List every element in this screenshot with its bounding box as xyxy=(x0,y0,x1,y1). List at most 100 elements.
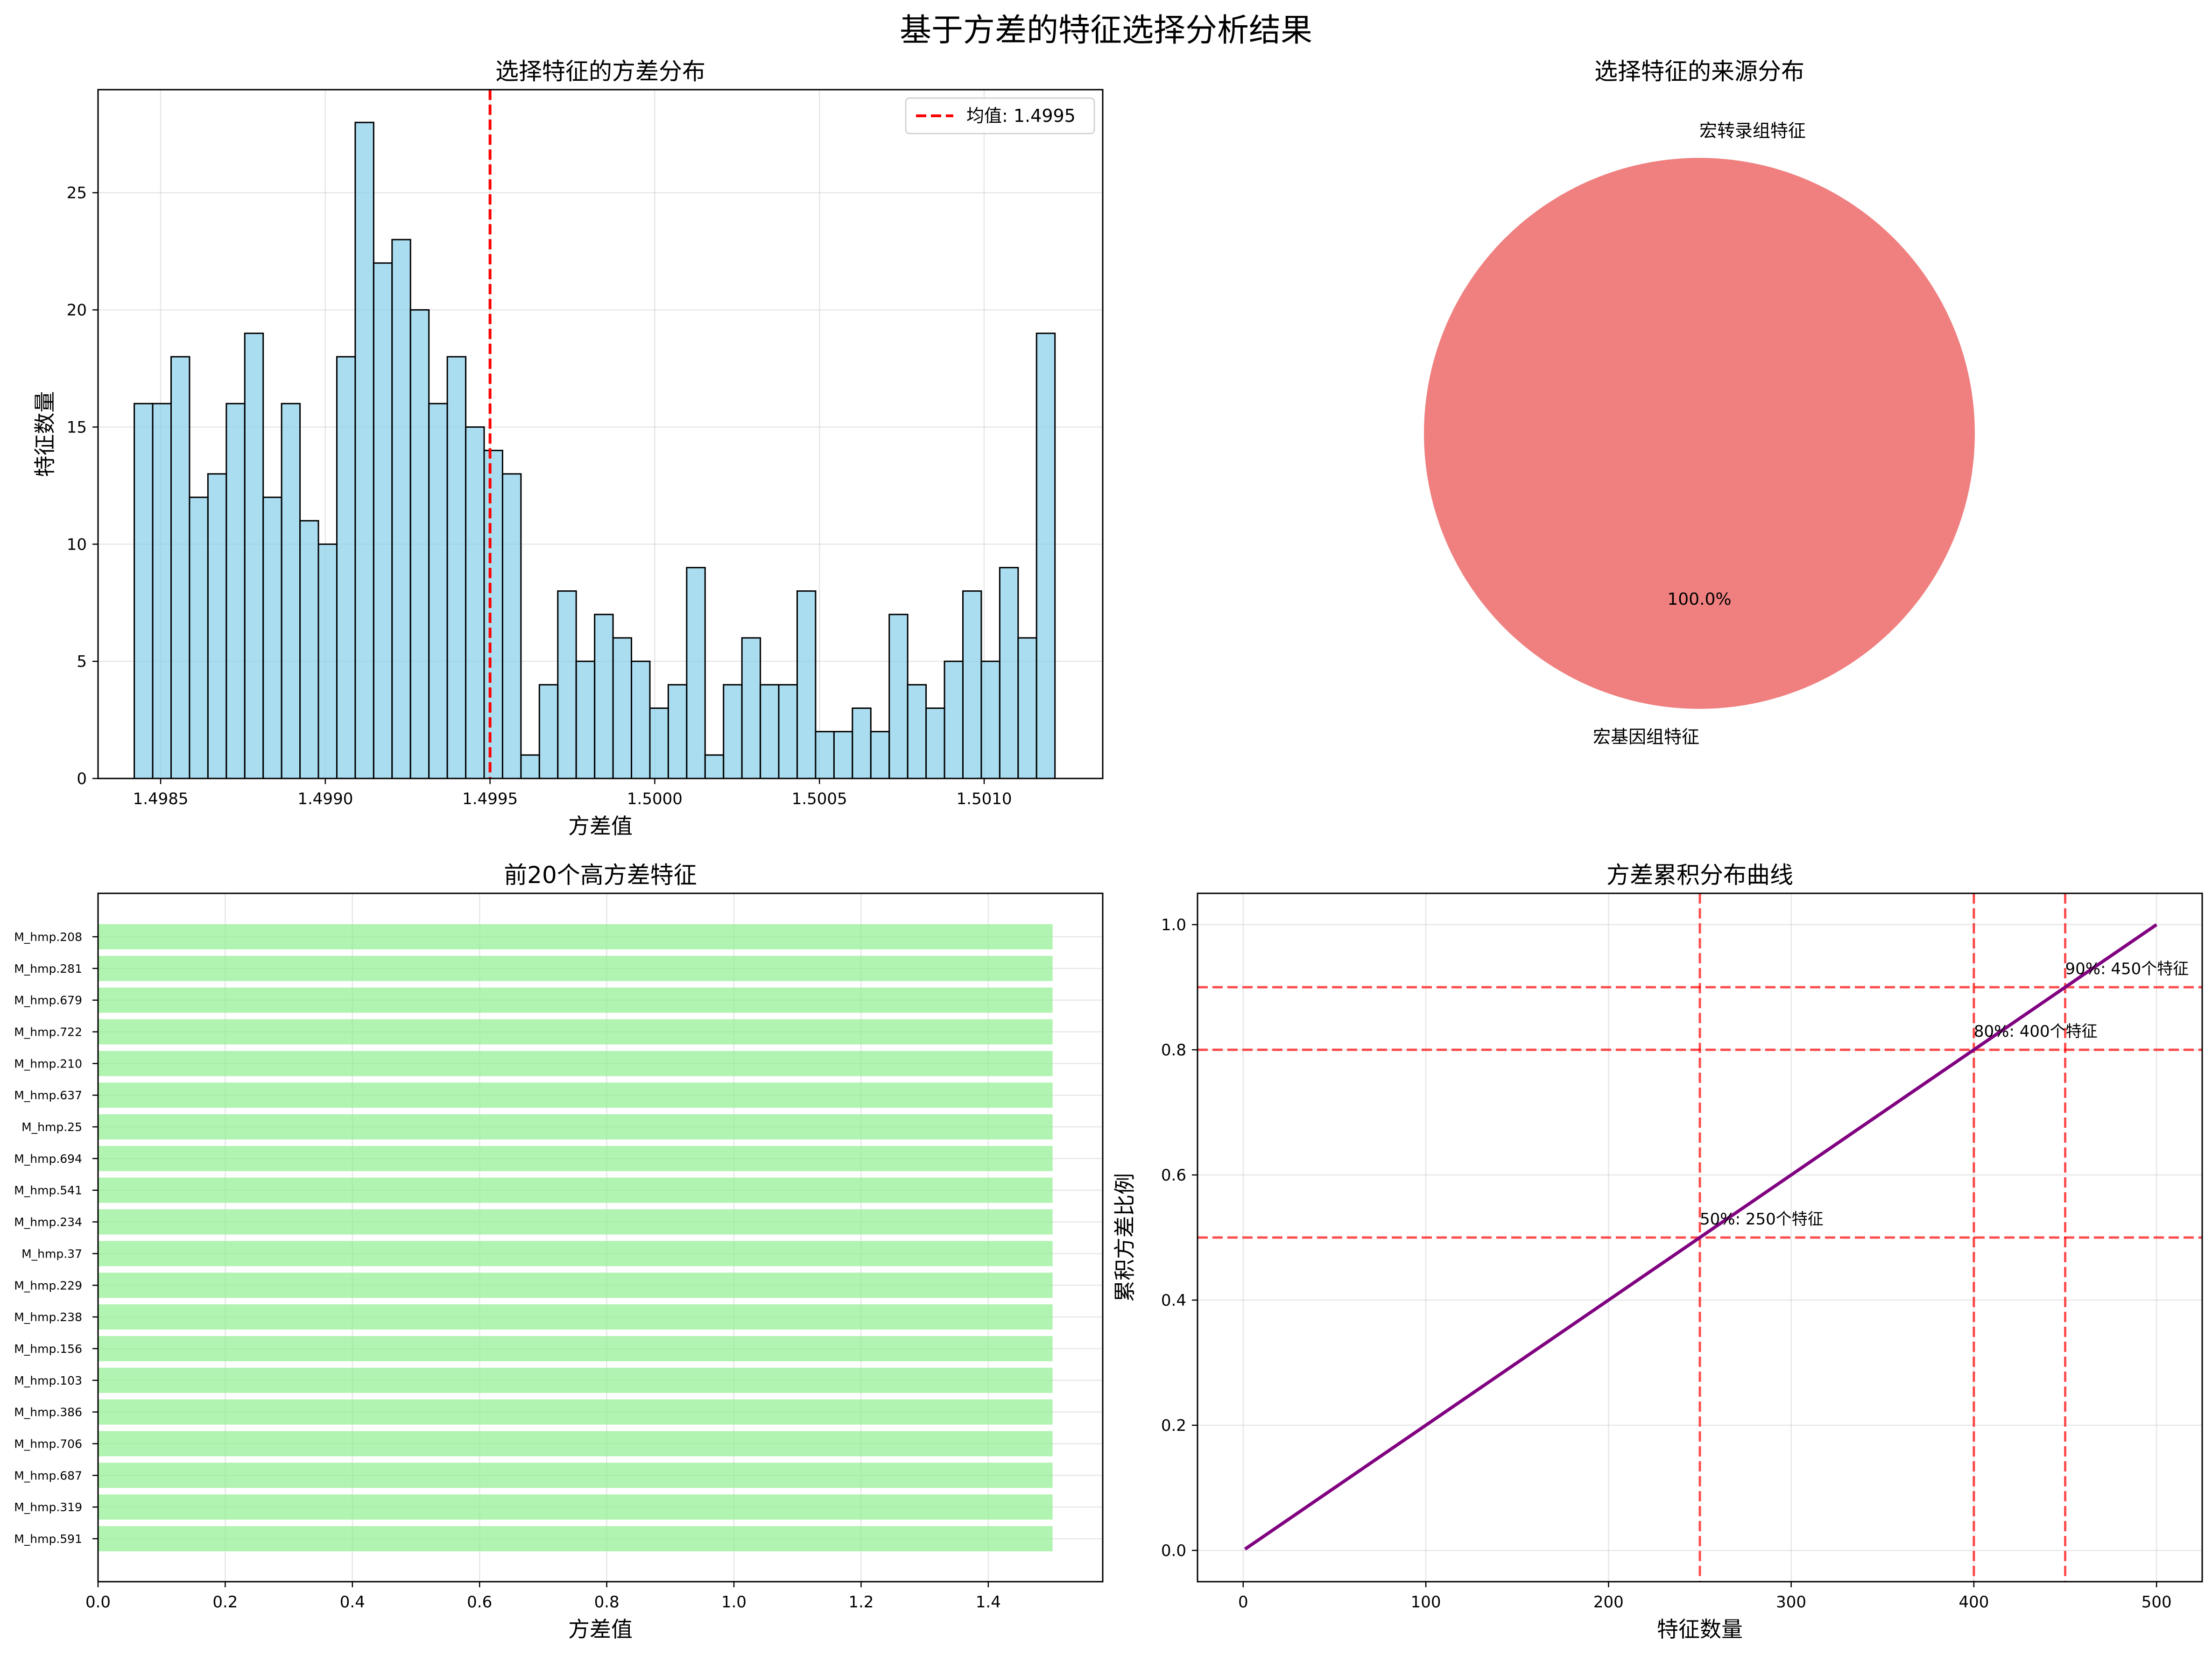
y-tick-label: 0 xyxy=(77,770,87,788)
axes-frame xyxy=(1197,892,2203,1583)
feature-bar xyxy=(98,1019,1053,1045)
feature-name-label: M_hmp.234 xyxy=(14,1216,82,1229)
legend-label: 均值: 1.4995 xyxy=(966,106,1076,126)
histogram-bar xyxy=(336,356,356,779)
histogram-bar xyxy=(594,614,614,779)
histogram-bar xyxy=(999,566,1019,779)
feature-bar xyxy=(98,1494,1053,1520)
histogram-panel: 1.4985 1.4990 1.4995 1.5000 1.5005 1.5010 0 5 10… xyxy=(32,58,1104,839)
subplot-title: 方差累积分布曲线 xyxy=(1606,862,1793,889)
threshold-annotation: 90%: 450个特征 xyxy=(2065,960,2189,978)
cumulative-line-panel: 50%: 250个特征 80%: 400个特征 90%: 450个特征 0 100 200… xyxy=(1112,862,2203,1642)
y-axis-label: 累积方差比例 xyxy=(1112,1173,1137,1302)
x-tick-label: 0 xyxy=(1238,1593,1248,1612)
histogram-bar xyxy=(428,403,448,779)
histogram-bar xyxy=(373,262,393,779)
histogram-bar xyxy=(501,473,522,779)
y-tick-label: 10 xyxy=(67,535,87,554)
histogram-bar xyxy=(870,731,890,779)
feature-name-label: M_hmp.319 xyxy=(14,1500,82,1514)
histogram-bar xyxy=(649,707,669,779)
feature-bar xyxy=(98,987,1053,1013)
feature-name-label: M_hmp.238 xyxy=(14,1310,82,1324)
feature-bar xyxy=(98,1209,1053,1235)
histogram-bar xyxy=(170,356,190,779)
feature-name-label: M_hmp.722 xyxy=(14,1026,82,1039)
histogram-bar xyxy=(465,426,485,779)
feature-bar xyxy=(98,1526,1053,1551)
feature-bar xyxy=(98,924,1053,949)
x-tick-label: 1.4985 xyxy=(133,790,189,808)
x-axis-label: 方差值 xyxy=(568,813,633,839)
pie-slice-label: 宏基因组特征 xyxy=(1593,727,1699,747)
x-tick-label: 0.0 xyxy=(85,1593,111,1612)
histogram-bar xyxy=(483,450,503,779)
feature-bar xyxy=(98,1336,1053,1361)
axes-frame xyxy=(97,89,1104,779)
x-tick-label: 0.6 xyxy=(467,1593,492,1612)
y-tick-label: 15 xyxy=(67,418,87,437)
feature-name-label: M_hmp.679 xyxy=(14,994,82,1007)
histogram-bar xyxy=(152,403,172,779)
histogram-bar xyxy=(317,543,338,779)
y-tick-label: 0.0 xyxy=(1161,1542,1186,1560)
x-tick-label: 1.5010 xyxy=(957,790,1012,808)
x-tick-label: 0.4 xyxy=(340,1593,365,1612)
axes-frame xyxy=(97,892,1104,1583)
feature-name-label: M_hmp.156 xyxy=(14,1342,82,1356)
x-tick-label: 0.2 xyxy=(212,1593,238,1612)
feature-name-label: M_hmp.386 xyxy=(14,1406,82,1419)
y-tick-label: 1.0 xyxy=(1161,916,1186,934)
subplot-title: 选择特征的来源分布 xyxy=(1594,58,1804,85)
x-tick-label: 1.4 xyxy=(976,1593,1001,1612)
y-tick-label: 0.6 xyxy=(1161,1166,1186,1185)
feature-name-label: M_hmp.687 xyxy=(14,1469,82,1482)
cumulative-line xyxy=(1244,923,2158,1551)
histogram-bar xyxy=(778,684,798,779)
feature-name-label: M_hmp.229 xyxy=(14,1279,82,1292)
y-axis-label: 特征数量 xyxy=(32,391,57,477)
histogram-bar xyxy=(962,590,982,779)
histogram-bar xyxy=(1036,332,1056,779)
pie-slice-label: 宏转录组特征 xyxy=(1699,120,1806,141)
histogram-bar xyxy=(925,707,945,779)
feature-name-label: M_hmp.103 xyxy=(14,1374,82,1387)
histogram-bar xyxy=(723,684,743,779)
histogram-bar xyxy=(612,637,633,779)
histogram-bar xyxy=(244,332,264,779)
feature-bar xyxy=(98,1399,1053,1425)
x-tick-label: 1.5005 xyxy=(792,790,847,808)
threshold-annotation: 50%: 250个特征 xyxy=(1700,1210,1824,1229)
feature-name-label: M_hmp.591 xyxy=(14,1532,82,1546)
feature-bar xyxy=(98,1273,1053,1298)
x-tick-label: 100 xyxy=(1411,1593,1441,1612)
legend-box xyxy=(905,97,1095,134)
histogram-bar xyxy=(575,660,596,779)
histogram-bar xyxy=(354,121,374,779)
x-tick-label: 1.2 xyxy=(848,1593,874,1612)
feature-bar xyxy=(98,1146,1053,1171)
histogram-bar xyxy=(281,403,301,779)
feature-name-label: M_hmp.637 xyxy=(14,1089,82,1102)
feature-name-label: M_hmp.281 xyxy=(14,962,82,976)
histogram-bar xyxy=(888,614,909,779)
y-tick-label: 5 xyxy=(77,652,87,671)
pie-pct-label: 100.0% xyxy=(1667,590,1731,609)
feature-bar xyxy=(98,1241,1053,1266)
threshold-annotation: 80%: 400个特征 xyxy=(1974,1022,2098,1041)
histogram-bar xyxy=(741,637,761,779)
histogram-bar xyxy=(538,684,559,779)
figure-suptitle: 基于方差的特征选择分析结果 xyxy=(900,12,1312,49)
histogram-bar xyxy=(852,707,872,779)
feature-name-label: M_hmp.25 xyxy=(21,1120,82,1134)
x-tick-label: 1.4990 xyxy=(297,790,353,808)
histogram-bar xyxy=(631,660,651,779)
feature-name-label: M_hmp.541 xyxy=(14,1184,82,1197)
histogram-bar xyxy=(520,754,540,779)
histogram-bar xyxy=(557,590,577,779)
subplot-title: 选择特征的方差分布 xyxy=(495,58,705,85)
y-tick-label: 25 xyxy=(67,184,87,203)
